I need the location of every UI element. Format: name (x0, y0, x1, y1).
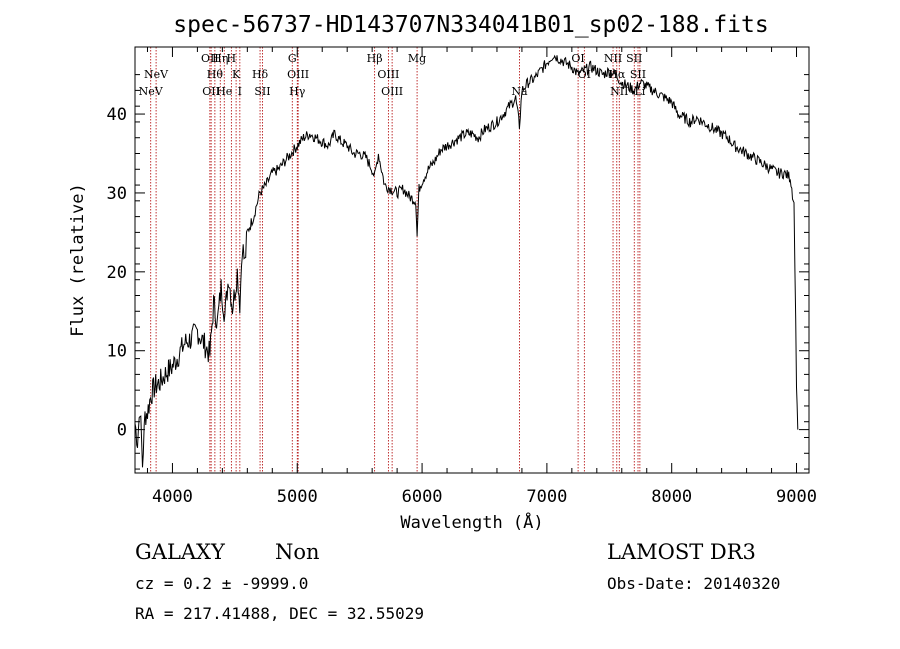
x-tick-label: 4000 (152, 487, 193, 507)
line-marker-label: Hγ (289, 85, 306, 98)
classification: GALAXY (135, 540, 226, 564)
line-marker-label: SII (626, 52, 642, 65)
line-marker-label: SII (630, 68, 646, 81)
y-axis-ticks: 0 10 20 30 40 (107, 74, 809, 470)
chart-title: spec-56737-HD143707N334041B01_sp02-188.f… (173, 12, 768, 38)
line-marker-label: SII (254, 85, 270, 98)
line-marker-label: Hθ (207, 68, 224, 81)
line-marker-label: H (227, 52, 237, 65)
line-marker-label: Hδ (252, 68, 269, 81)
line-marker-label: Na (511, 85, 528, 98)
x-axis-label: Wavelength (Å) (400, 511, 543, 533)
coordinates: RA = 217.41488, DEC = 32.55029 (135, 604, 424, 623)
y-tick-label: 30 (107, 184, 127, 204)
y-tick-label: 10 (107, 342, 127, 362)
line-marker-label: NeV (144, 68, 169, 81)
y-tick-label: 40 (107, 105, 127, 125)
line-marker-label: OIII (377, 68, 399, 81)
emission-line-labels: NeV NeV OII OII Hθ Hη He HKI Hδ SII G OIII Hγ Hβ OIII O… (139, 52, 646, 98)
line-marker-label: K (232, 68, 241, 81)
x-tick-label: 9000 (776, 487, 817, 507)
y-tick-label: 20 (107, 263, 127, 283)
line-marker-label: Hη (212, 52, 228, 65)
line-marker-label: Mg (408, 52, 426, 65)
line-marker-label: Li (634, 85, 645, 98)
line-marker-label: G (288, 52, 297, 65)
emission-line-markers (150, 47, 641, 473)
subclass: Non (275, 540, 320, 564)
x-tick-label: 6000 (402, 487, 443, 507)
line-marker-label: NeV (139, 85, 164, 98)
line-marker-label: OII (202, 85, 220, 98)
line-marker-label: NII (604, 52, 622, 65)
line-marker-label: OI (571, 52, 584, 65)
x-tick-label: 5000 (277, 487, 318, 507)
observation-date: Obs-Date: 20140320 (607, 574, 780, 593)
survey-name: LAMOST DR3 (607, 540, 756, 564)
line-marker-label: OIII (287, 68, 309, 81)
x-tick-label: 8000 (651, 487, 692, 507)
line-marker-label: Hβ (367, 52, 383, 65)
y-tick-label: 0 (117, 421, 127, 441)
line-marker-label: OII (201, 52, 219, 65)
redshift-value: cz = 0.2 ± -9999.0 (135, 574, 308, 593)
x-tick-label: 7000 (526, 487, 567, 507)
line-marker-label: He (216, 85, 232, 98)
line-marker-label: OIII (381, 85, 403, 98)
line-marker-label: I (238, 85, 242, 98)
x-axis-ticks: 4000 5000 6000 7000 8000 9000 (146, 47, 817, 507)
spectrum-line (134, 54, 799, 468)
y-axis-label: Flux (relative) (68, 183, 88, 337)
